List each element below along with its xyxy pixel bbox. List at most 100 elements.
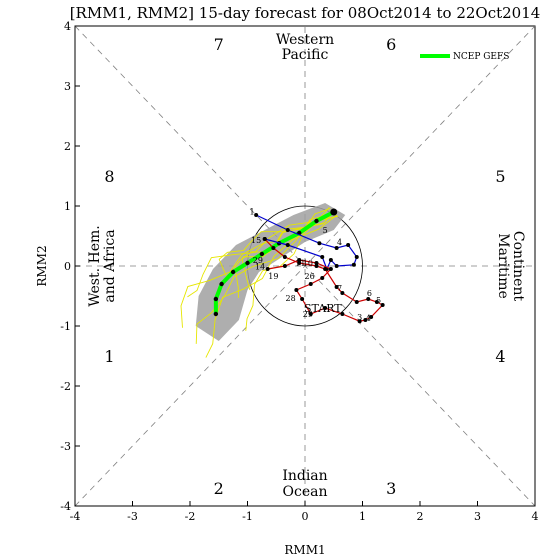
legend-label: NCEP GEFS [453,52,509,62]
x-tick-label: 4 [532,510,539,523]
observed-point [297,258,302,262]
y-tick-label: -3 [60,440,71,453]
day-label: 14 [255,263,265,272]
day-label: 3 [357,313,362,322]
observed-point [334,285,339,289]
x-tick-label: -1 [242,510,253,523]
observed-point [323,306,328,310]
observed-point [314,264,319,268]
day-label: 10 [303,259,313,268]
diagonal-guide [74,25,536,507]
observed-point [369,315,374,319]
day-label: 15 [251,236,261,245]
observed-point [354,300,359,304]
region-bottom-line1: Indian [282,468,327,484]
observed-point [323,267,328,271]
ensemble-mean-point [219,281,224,287]
observed-point [317,241,322,246]
observed-point [328,258,333,262]
ensemble-mean-point [245,260,250,266]
x-tick-label: -4 [70,510,81,523]
ensemble-mean-point [314,218,319,224]
region-left-line1: West. Hem. [87,225,103,306]
observed-point [308,282,313,286]
observed-point [320,276,325,280]
phase-number: 8 [104,167,114,186]
observed-point [294,288,299,292]
ensemble-mean-line [213,210,335,314]
y-tick-label: 0 [64,260,71,273]
day-label: 28 [286,294,296,303]
x-tick-label: 2 [417,510,424,523]
observed-point [328,267,333,271]
x-tick-label: 3 [474,510,481,523]
region-left-line2: and Africa [102,229,118,302]
observed-point [374,300,379,304]
legend: NCEP GEFS [420,52,509,62]
y-tick-label: -4 [60,500,71,513]
ensemble-member-line [205,214,338,358]
day-label: 4 [337,238,342,247]
region-right-line1: Maritime [495,233,511,299]
observed-point [351,262,356,267]
phase-number: 3 [386,479,396,498]
ensemble-mean-point [259,251,265,257]
observed-point [334,264,339,268]
day-label: 29 [303,310,313,319]
observed-point [308,312,313,316]
y-tick-label: 2 [64,140,71,153]
spread-shade [195,203,346,341]
y-tick-label: 4 [64,20,71,33]
y-tick-label: -1 [60,320,71,333]
day-label: 4 [366,314,371,323]
observed-point [320,255,325,259]
ensemble-mean [213,208,338,317]
phase-guides [74,25,536,507]
day-label: 26 [305,272,315,281]
observed-point [340,312,345,316]
x-tick-label: -3 [127,510,138,523]
observed-trajectory [254,213,385,324]
day-label: 19 [268,272,278,281]
day-label: 29 [253,256,263,265]
ensemble-mean-point [230,269,236,275]
phase-number: 5 [495,167,505,186]
observed-point [265,267,270,271]
ensemble-spread [195,203,346,341]
day-label: 11 [295,259,305,268]
chart-title: [RMM1, RMM2] 15-day forecast for 08Oct20… [70,4,541,22]
observed-point [357,319,362,324]
observed-point [262,237,267,241]
phase-number: 2 [214,479,224,498]
day-label: 7 [337,284,342,293]
x-tick-label: 1 [359,510,366,523]
observed-point [285,228,290,232]
observed-point [282,264,287,268]
phase-number: 6 [386,35,396,54]
phase-number: 4 [495,347,505,366]
observed-point [334,246,339,250]
observed-point [346,243,351,247]
ensemble-mean-point [213,296,219,302]
observed-point [282,255,287,259]
phase-number: 7 [214,35,224,54]
ensemble-mean-point [330,208,338,216]
region-bottom-line2: Ocean [283,484,328,500]
observed-point [271,246,276,250]
phase-number: 1 [104,347,114,366]
day-label: 5 [376,296,381,305]
ensemble-member-line [218,207,331,277]
observed-point [366,297,371,301]
day-label: 1 [250,207,255,216]
x-axis-label: RMM1 [284,543,325,557]
observed-point [314,261,319,265]
observed-point [297,261,302,265]
observed-point [254,213,259,217]
y-tick-label: 3 [64,80,71,93]
observed-point [380,303,385,307]
y-tick-label: 1 [64,200,71,213]
